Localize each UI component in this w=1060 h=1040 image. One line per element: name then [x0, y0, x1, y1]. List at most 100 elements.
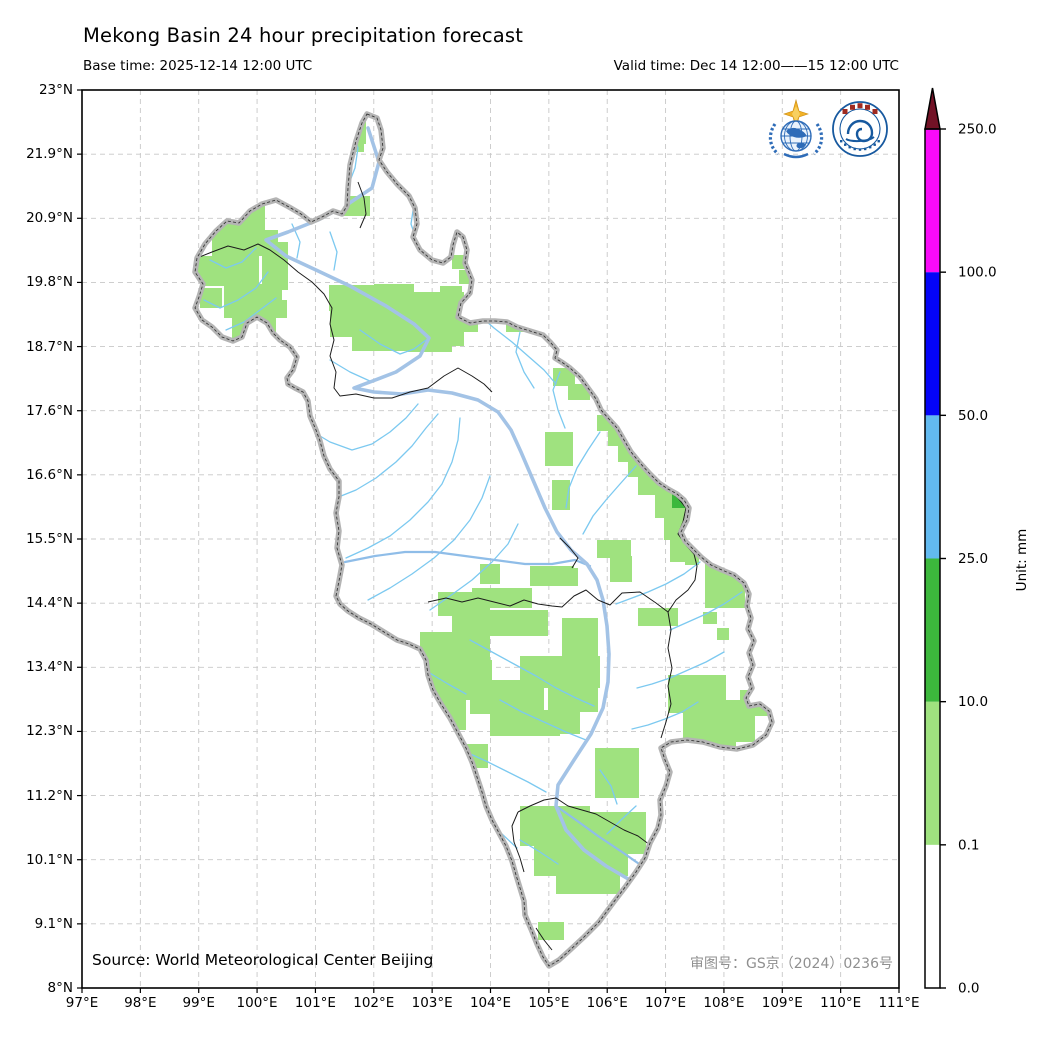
- precip-cell-light: [538, 922, 564, 940]
- x-tick-label: 110°E: [820, 995, 862, 1011]
- country-border: [357, 181, 367, 229]
- precip-cell-light: [717, 628, 729, 640]
- precip-cell-light: [703, 612, 717, 624]
- precip-cell-light: [440, 286, 462, 316]
- x-tick-label: 99°E: [182, 995, 215, 1011]
- precip-cell-light: [352, 325, 410, 351]
- x-tick-label: 106°E: [586, 995, 628, 1011]
- precip-cell-light: [200, 288, 222, 308]
- country-border: [517, 797, 651, 846]
- y-tick-label: 23°N: [38, 82, 73, 98]
- river: [329, 359, 373, 383]
- colorbar-segment: [925, 558, 940, 702]
- wmo-laurel-base-icon: [783, 152, 809, 159]
- country-border: [535, 927, 553, 951]
- precip-cell-light: [480, 564, 500, 584]
- precip-cell-medium: [624, 423, 639, 437]
- precip-cell-light: [610, 556, 632, 582]
- river: [335, 413, 439, 499]
- precip-cell-light: [247, 300, 287, 318]
- y-tick-label: 13.4°N: [26, 659, 73, 676]
- river: [631, 701, 699, 730]
- wmo-star-inner-icon: [792, 106, 800, 122]
- river: [615, 561, 701, 605]
- y-tick-label: 11.2°N: [26, 787, 73, 804]
- river: [469, 639, 595, 707]
- x-tick-label: 102°E: [353, 995, 395, 1011]
- cma-english-text-icon: [840, 140, 880, 151]
- river: [359, 329, 427, 355]
- river: [329, 231, 338, 271]
- river: [636, 651, 725, 689]
- precip-cell-light: [638, 608, 678, 626]
- river: [565, 431, 601, 509]
- y-tick-label: 14.4°N: [26, 595, 73, 612]
- precip-cell-light: [520, 806, 590, 846]
- colorbar-tick-label: 10.0: [958, 694, 988, 710]
- x-tick-label: 103°E: [411, 995, 453, 1011]
- basin-boundary-halo: [192, 111, 775, 969]
- country-border: [559, 537, 579, 569]
- river: [345, 417, 461, 559]
- precip-cell-light: [556, 874, 620, 894]
- precip-cell-light: [545, 432, 573, 466]
- colorbar-segment: [925, 844, 940, 988]
- precip-cell-light: [448, 332, 464, 346]
- precip-cell-light: [374, 284, 414, 304]
- river: [552, 371, 566, 429]
- source-label: Source: World Meteorological Center Beij…: [92, 951, 434, 969]
- colorbar-tick-label: 0.1: [958, 837, 979, 853]
- country-border: [196, 243, 493, 399]
- river: [465, 751, 547, 793]
- precip-cell-light: [472, 588, 532, 608]
- base-time-label: Base time: 2025-12-14 12:00 UTC: [83, 58, 313, 74]
- colorbar-segment: [925, 701, 940, 845]
- country-border: [427, 589, 669, 613]
- mekong-main-river: [264, 126, 654, 892]
- precip-cell-light: [553, 368, 575, 386]
- figure-title: Mekong Basin 24 hour precipitation forec…: [83, 24, 524, 47]
- river: [669, 591, 743, 631]
- colorbar-tick-label: 250.0: [958, 122, 997, 138]
- cma-logo: [832, 101, 888, 157]
- valid-time-label: Valid time: Dec 14 12:00——15 12:00 UTC: [613, 58, 899, 74]
- y-tick-label: 17.6°N: [26, 402, 73, 419]
- colorbar-segment: [925, 415, 940, 559]
- major-tributary: [343, 550, 592, 568]
- basin-content: [196, 118, 768, 951]
- colorbar-segment: [925, 272, 940, 416]
- y-tick-label: 19.8°N: [26, 274, 73, 291]
- x-tick-label: 104°E: [469, 995, 512, 1011]
- wmo-laurel-left-icon: [768, 123, 780, 156]
- basin-boundary: [194, 113, 773, 967]
- wmo-laurel-right-icon: [812, 123, 824, 156]
- precip-cell-light: [530, 566, 574, 586]
- river: [499, 699, 587, 741]
- y-tick-label: 18.7°N: [26, 338, 73, 355]
- x-tick-label: 98°E: [124, 995, 157, 1011]
- map-review-number: 审图号：GS京（2024）0236号: [690, 956, 893, 972]
- river: [519, 839, 559, 865]
- y-tick-label: 10.1°N: [26, 851, 73, 868]
- x-tick-label: 97°E: [65, 995, 99, 1011]
- precip-cell-light: [432, 203, 448, 219]
- y-axis: 23°N 21.9°N 20.9°N 19.8°N 18.7°N 17.6°N 16.6°N…: [0, 0, 77, 1040]
- x-tick-label: 105°E: [528, 995, 570, 1011]
- river: [203, 271, 269, 309]
- river: [367, 475, 491, 601]
- y-tick-label: 8°N: [47, 980, 73, 996]
- logos: [768, 98, 888, 159]
- precip-cell-light: [548, 686, 598, 712]
- precip-cell-light: [552, 480, 570, 510]
- y-tick-label: 20.9°N: [26, 210, 73, 227]
- river: [461, 299, 557, 385]
- x-tick-label: 100°E: [236, 995, 278, 1011]
- river: [209, 247, 257, 269]
- colorbar-tick-label: 100.0: [958, 265, 997, 281]
- precip-cell-light: [597, 540, 631, 558]
- colorbar-tick-label: 50.0: [958, 408, 988, 424]
- precip-cell-light: [420, 696, 466, 730]
- x-tick-label: 101°E: [294, 995, 336, 1011]
- precip-cell-light: [560, 660, 596, 684]
